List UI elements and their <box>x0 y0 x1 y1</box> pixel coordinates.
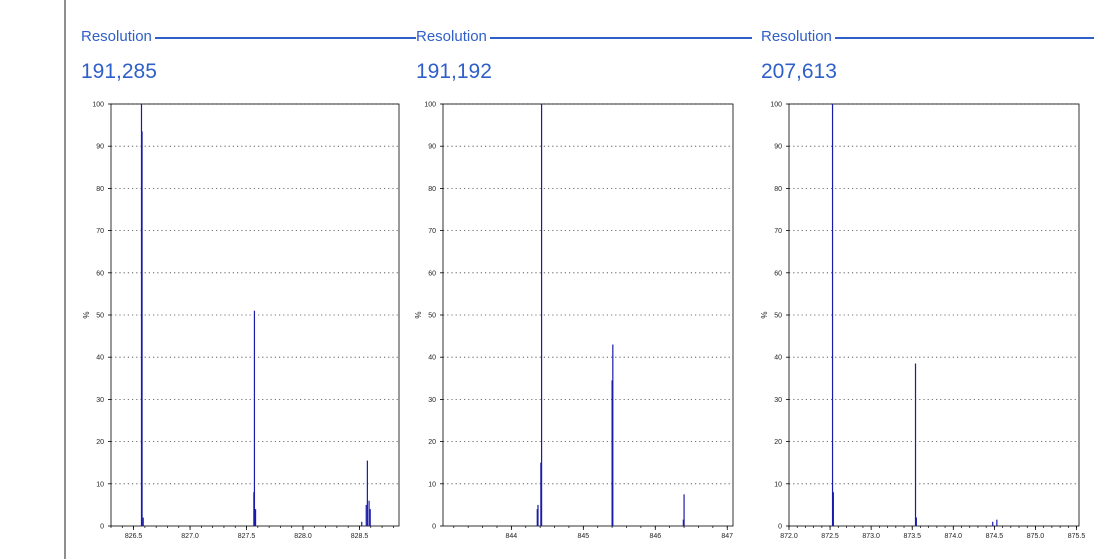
x-tick-label: 828.5 <box>351 533 369 540</box>
y-tick-label: 0 <box>100 524 104 531</box>
resolution-value: 191,285 <box>81 60 157 83</box>
x-tick-label: 873.5 <box>903 533 921 540</box>
resolution-panel-1: Resolution 191,285 0 10 20 30 40 50 60 70 80 90 10… <box>81 0 417 559</box>
y-tick-label: 60 <box>774 270 782 277</box>
resolution-label: Resolution <box>761 27 838 47</box>
y-tick-label: 90 <box>428 144 436 151</box>
y-axis-label: % <box>82 311 91 318</box>
y-tick-label: 10 <box>774 481 782 488</box>
resolution-value: 191,192 <box>416 60 492 83</box>
y-tick-label: 10 <box>96 481 104 488</box>
resolution-header: Resolution <box>761 27 1094 47</box>
resolution-label: Resolution <box>416 27 493 47</box>
y-tick-label: 100 <box>424 102 436 109</box>
y-tick-label: 90 <box>774 144 782 151</box>
y-tick-label: 30 <box>428 397 436 404</box>
resolution-rule <box>155 37 417 39</box>
x-tick-label: 844 <box>506 533 518 540</box>
x-tick-label: 845 <box>577 533 589 540</box>
x-tick-label: 827.0 <box>181 533 199 540</box>
y-tick-label: 10 <box>428 481 436 488</box>
x-tick-label: 874.0 <box>945 533 963 540</box>
y-tick-label: 0 <box>778 524 782 531</box>
resolution-panel-2: Resolution 191,192 0 10 20 30 40 50 60 70 80 90 10… <box>414 0 752 559</box>
resolution-panel-3: Resolution 207,613 0 10 20 30 40 50 60 70 80 90 10… <box>760 0 1094 559</box>
x-tick-label: 847 <box>721 533 733 540</box>
y-tick-label: 50 <box>774 313 782 320</box>
resolution-header: Resolution <box>81 27 417 47</box>
x-tick-label: 826.5 <box>125 533 143 540</box>
y-tick-label: 20 <box>774 439 782 446</box>
y-tick-label: 30 <box>774 397 782 404</box>
left-border-rule <box>64 0 66 559</box>
resolution-rule <box>490 37 752 39</box>
y-axis-label: % <box>414 311 423 318</box>
resolution-header: Resolution <box>416 27 752 47</box>
x-tick-label: 875.0 <box>1027 533 1045 540</box>
y-tick-label: 80 <box>96 186 104 193</box>
y-tick-label: 20 <box>428 439 436 446</box>
spectrum-chart-3: 0 10 20 30 40 50 60 70 80 90 100% 872.0 872.5 873.0 87… <box>760 102 1086 541</box>
y-tick-label: 40 <box>96 355 104 362</box>
x-tick-label: 872.5 <box>821 533 839 540</box>
x-tick-label: 827.5 <box>238 533 256 540</box>
resolution-value: 207,613 <box>761 60 837 83</box>
y-tick-label: 80 <box>428 186 436 193</box>
y-tick-label: 60 <box>96 270 104 277</box>
y-axis-label: % <box>760 311 769 318</box>
y-tick-label: 100 <box>770 102 782 109</box>
y-tick-label: 100 <box>92 102 104 109</box>
spectrum-chart-1: 0 10 20 30 40 50 60 70 80 90 100% 826.5 827.0 827.5 82… <box>82 102 400 540</box>
y-tick-label: 50 <box>428 313 436 320</box>
x-tick-label: 874.5 <box>986 533 1004 540</box>
x-tick-label: 872.0 <box>780 533 798 540</box>
plot-frame <box>442 103 734 527</box>
y-tick-label: 70 <box>96 228 104 235</box>
y-tick-label: 50 <box>96 313 104 320</box>
x-tick-label: 873.0 <box>862 533 880 540</box>
y-tick-label: 0 <box>432 524 436 531</box>
y-tick-label: 70 <box>428 228 436 235</box>
y-tick-label: 30 <box>96 397 104 404</box>
x-tick-label: 828.0 <box>294 533 312 540</box>
y-tick-label: 90 <box>96 144 104 151</box>
y-tick-label: 40 <box>428 355 436 362</box>
resolution-rule <box>835 37 1094 39</box>
spectrum-chart-2: 0 10 20 30 40 50 60 70 80 90 100% 844 845 846 847 <box>414 102 734 540</box>
x-tick-label: 846 <box>649 533 661 540</box>
y-tick-label: 70 <box>774 228 782 235</box>
y-tick-label: 80 <box>774 186 782 193</box>
y-tick-label: 60 <box>428 270 436 277</box>
x-tick-label: 875.5 <box>1068 533 1086 540</box>
resolution-label: Resolution <box>81 27 158 47</box>
y-tick-label: 20 <box>96 439 104 446</box>
y-tick-label: 40 <box>774 355 782 362</box>
